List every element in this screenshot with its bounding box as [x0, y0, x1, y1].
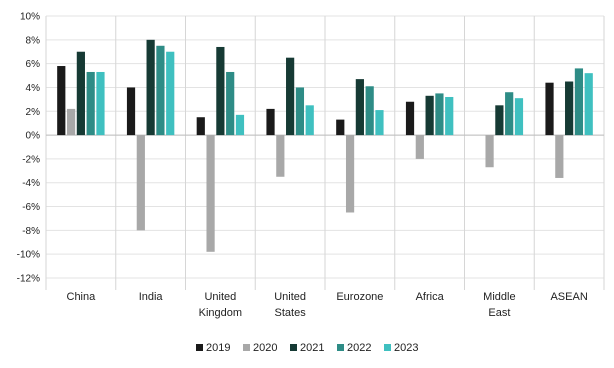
y-tick-label: -8% — [22, 226, 40, 237]
y-tick-label: 10% — [20, 12, 40, 23]
bar-2023-united-states — [305, 105, 314, 136]
bar-2019-africa — [405, 101, 415, 136]
bar-2020-india — [136, 135, 145, 231]
bar-2021-middle-east — [495, 105, 504, 136]
y-tick-label: 4% — [26, 83, 41, 94]
bar-2023-asean — [584, 73, 593, 136]
y-axis: 10% 8% 6% 4% 2% 0% -2% -4% -6% -8% -10% -12% — [17, 12, 40, 285]
bar-2020-asean — [555, 135, 564, 178]
x-tick-label: Africa — [416, 291, 445, 303]
x-tick-label: India — [139, 291, 164, 303]
legend-item-2020: 2020 — [243, 342, 277, 354]
bar-2021-china — [76, 51, 85, 136]
bar-2019-asean — [545, 82, 554, 136]
bar-2023-china — [96, 71, 105, 136]
bars — [57, 39, 593, 252]
y-tick-label: 0% — [26, 131, 41, 142]
bar-2023-india — [166, 51, 175, 136]
legend-item-2022: 2022 — [337, 342, 371, 354]
bar-2022-africa — [435, 93, 444, 136]
legend-swatch — [290, 344, 297, 351]
bar-2021-asean — [565, 81, 574, 136]
legend-item-2019: 2019 — [196, 342, 230, 354]
legend-item-2021: 2021 — [290, 342, 324, 354]
bar-2022-united-kingdom — [226, 71, 235, 136]
y-tick-label: -12% — [17, 274, 40, 285]
y-tick-label: 2% — [26, 107, 41, 118]
legend-swatch — [243, 344, 250, 351]
bar-2021-united-states — [286, 57, 295, 136]
legend-item-2023: 2023 — [384, 342, 418, 354]
x-tick-label: Eurozone — [336, 291, 383, 303]
bar-2019-china — [57, 66, 66, 136]
bar-2019-united-kingdom — [196, 117, 205, 136]
bar-2022-eurozone — [365, 86, 374, 136]
legend-label: 2021 — [300, 342, 324, 354]
y-tick-label: -2% — [22, 154, 40, 165]
y-tick-label: -6% — [22, 202, 40, 213]
bar-2022-india — [156, 45, 165, 136]
bar-2020-united-kingdom — [206, 135, 215, 252]
x-axis: China India United Kingdom United States Euroz… — [67, 291, 588, 319]
y-tick-label: 8% — [26, 35, 41, 46]
bar-2023-africa — [445, 96, 454, 136]
bar-2019-india — [126, 87, 136, 136]
x-tick-label: Middle East — [483, 291, 515, 319]
bar-2022-middle-east — [505, 92, 514, 136]
y-tick-label: -4% — [22, 178, 40, 189]
y-tick-label: 6% — [26, 59, 41, 70]
y-tick-label: -10% — [17, 250, 40, 261]
bar-2020-china — [66, 108, 76, 136]
bar-2020-eurozone — [345, 135, 355, 213]
legend-swatch — [196, 344, 203, 351]
legend-label: 2022 — [347, 342, 371, 354]
bar-2021-eurozone — [355, 79, 364, 136]
bar-2023-eurozone — [375, 110, 384, 136]
legend-label: 2023 — [394, 342, 418, 354]
bar-2020-middle-east — [485, 135, 494, 168]
legend-label: 2020 — [253, 342, 277, 354]
legend: 2019 2020 2021 2022 2023 — [196, 342, 418, 354]
bar-2021-india — [146, 39, 155, 136]
bar-2023-united-kingdom — [235, 114, 245, 136]
bar-2023-middle-east — [514, 98, 524, 136]
plot-area — [45, 15, 605, 290]
bar-2022-asean — [574, 68, 584, 136]
bar-2022-china — [86, 71, 95, 136]
bar-2019-eurozone — [336, 119, 345, 136]
bar-2022-united-states — [295, 87, 305, 136]
x-tick-label: China — [67, 291, 97, 303]
bar-2021-united-kingdom — [216, 46, 225, 136]
x-tick-label: ASEAN — [550, 291, 587, 303]
bar-2021-africa — [425, 95, 434, 136]
x-tick-label: United States — [274, 291, 306, 319]
legend-swatch — [337, 344, 344, 351]
bar-2019-united-states — [266, 108, 275, 136]
x-tick-label: United Kingdom — [199, 291, 242, 319]
bar-2020-united-states — [276, 135, 285, 177]
legend-swatch — [384, 344, 391, 351]
legend-label: 2019 — [206, 342, 230, 354]
bar-2020-africa — [415, 135, 424, 159]
